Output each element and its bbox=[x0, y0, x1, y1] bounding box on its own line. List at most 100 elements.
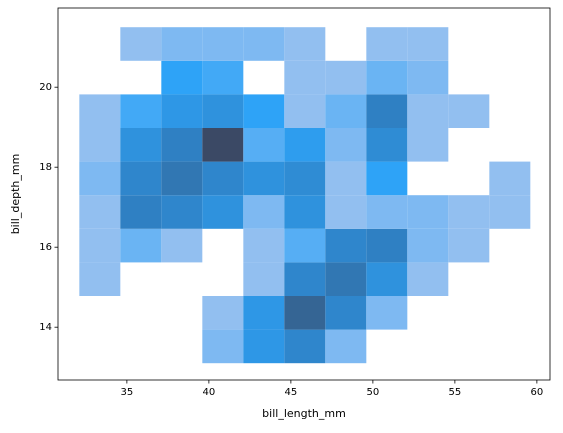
x-tick-label: 45 bbox=[285, 387, 298, 398]
hist-cell bbox=[325, 128, 367, 162]
hist-cell bbox=[161, 195, 203, 229]
hist-cell bbox=[202, 27, 244, 61]
hist-cell bbox=[284, 296, 326, 330]
hist-cell bbox=[407, 228, 449, 263]
hist-cell bbox=[120, 161, 162, 196]
hist-cell bbox=[202, 128, 244, 162]
hist-cell bbox=[448, 27, 489, 61]
hist-cell bbox=[448, 61, 489, 95]
hist-cell bbox=[161, 27, 203, 61]
hist-cell bbox=[120, 94, 162, 128]
hist-cell bbox=[120, 262, 161, 296]
hist-cell bbox=[284, 262, 326, 296]
hist-cell bbox=[79, 296, 120, 330]
hist-cell bbox=[243, 128, 285, 162]
hist-cell bbox=[161, 262, 202, 296]
hist-cell bbox=[489, 27, 530, 61]
hist-cell bbox=[489, 229, 530, 263]
hist-cell bbox=[120, 228, 162, 263]
hist-cell bbox=[79, 330, 120, 364]
hist-cell bbox=[489, 262, 530, 296]
hist-cell bbox=[366, 296, 408, 330]
hist-cell bbox=[243, 27, 285, 61]
hist-cell bbox=[120, 61, 161, 95]
hist-cell bbox=[79, 161, 121, 196]
hist-cell bbox=[161, 161, 203, 196]
x-axis-label: bill_length_mm bbox=[262, 407, 346, 420]
hist-cell bbox=[120, 128, 162, 162]
y-tick-label: 18 bbox=[39, 162, 52, 173]
hist-cell bbox=[325, 161, 367, 196]
y-tick-label: 20 bbox=[39, 82, 52, 93]
x-tick-label: 35 bbox=[121, 387, 134, 398]
x-tick-label: 60 bbox=[531, 387, 544, 398]
hist-cell bbox=[243, 195, 285, 229]
hist-cell bbox=[202, 94, 244, 128]
hist-cell bbox=[243, 161, 285, 196]
hist-cell bbox=[202, 195, 244, 229]
hist-cell bbox=[448, 228, 490, 263]
hist-cell bbox=[407, 330, 448, 364]
hist-cell bbox=[448, 296, 489, 330]
hist-cell bbox=[79, 94, 121, 128]
hist-cell bbox=[120, 296, 161, 330]
hist-cell bbox=[161, 296, 202, 330]
hist-cell bbox=[79, 61, 120, 95]
hist-cell bbox=[325, 27, 366, 61]
y-tick-label: 14 bbox=[39, 322, 52, 333]
hist-cell bbox=[284, 195, 326, 229]
hist-cell bbox=[325, 262, 367, 296]
hist-cell bbox=[489, 296, 530, 330]
hist-cell bbox=[448, 162, 489, 196]
hist-cell bbox=[448, 195, 490, 229]
hist-cell bbox=[120, 330, 161, 364]
hist-cell bbox=[161, 228, 203, 263]
hist-cell bbox=[202, 296, 244, 330]
cells bbox=[79, 27, 531, 364]
x-tick-label: 50 bbox=[367, 387, 380, 398]
hist-cell bbox=[489, 195, 531, 229]
hist-cell bbox=[489, 61, 530, 95]
x-tick-label: 55 bbox=[449, 387, 462, 398]
y-axis-label: bill_depth_mm bbox=[9, 154, 22, 235]
hist-cell bbox=[243, 94, 285, 128]
hist-cell bbox=[366, 330, 407, 364]
hist-cell bbox=[407, 128, 449, 162]
hist-cell bbox=[366, 195, 408, 229]
hist-cell bbox=[407, 296, 448, 330]
hist-cell bbox=[284, 27, 326, 61]
hist-cell bbox=[448, 330, 489, 364]
hist-cell bbox=[284, 161, 326, 196]
hist-cell bbox=[202, 60, 244, 95]
hist-cell bbox=[79, 262, 121, 296]
hist-cell bbox=[284, 60, 326, 95]
hist-cell bbox=[366, 128, 408, 162]
hist-cell bbox=[120, 27, 162, 61]
hist-cell bbox=[448, 262, 489, 296]
hist-cell bbox=[407, 60, 449, 95]
axes-frame bbox=[57, 7, 551, 381]
hist-cell bbox=[243, 262, 285, 296]
hist-cell bbox=[366, 94, 408, 128]
hist-cell bbox=[489, 330, 530, 364]
hist-cell bbox=[79, 195, 121, 229]
hist-cell bbox=[120, 195, 162, 229]
hist-cell bbox=[325, 94, 367, 128]
hist-cell bbox=[161, 128, 203, 162]
hist-cell bbox=[202, 329, 244, 364]
hist-cell bbox=[407, 195, 449, 229]
hist-cell bbox=[79, 228, 121, 263]
hist-cell bbox=[366, 60, 408, 95]
hist-cell bbox=[161, 60, 203, 95]
hist-cell bbox=[284, 228, 326, 263]
hist-cell bbox=[407, 27, 449, 61]
hist-cell bbox=[489, 161, 531, 196]
hist-cell bbox=[202, 262, 243, 296]
hist-cell bbox=[325, 60, 367, 95]
x-tick-label: 40 bbox=[203, 387, 216, 398]
hist-cell bbox=[325, 228, 367, 263]
hist-cell bbox=[284, 329, 326, 364]
hist-cell bbox=[407, 94, 449, 128]
hist-cell bbox=[202, 229, 243, 263]
